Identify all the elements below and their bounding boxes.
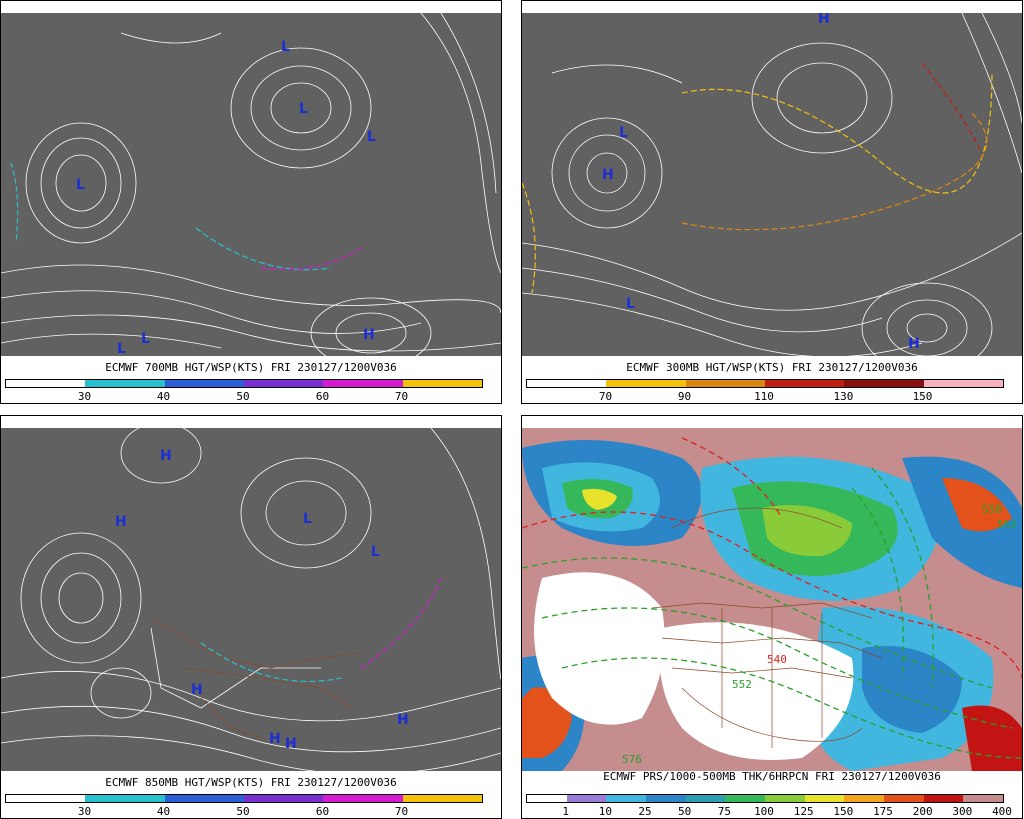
- legend-tick: 150: [833, 805, 854, 818]
- thickness-label: 576: [622, 753, 642, 766]
- legend-tick: 30: [77, 805, 92, 818]
- high-marker: H: [160, 448, 172, 464]
- color-legend: [5, 379, 483, 388]
- legend-ticks: 1 10 25 50 75 100 125 150 175 200 300 40…: [526, 805, 1012, 818]
- panel-precip-thickness: 540 552 576 558 552 ECMWF PRS/1000-500MB…: [521, 415, 1023, 819]
- legend-tick: 130: [833, 390, 854, 403]
- legend-tick: 40: [156, 805, 171, 818]
- panel-300mb: H L L H H ECMWF 300MB HGT/WSP(KTS) FRI 2…: [521, 0, 1023, 404]
- low-marker: L: [367, 129, 376, 145]
- legend-tick: 300: [952, 805, 973, 818]
- thickness-label: 540: [767, 653, 787, 666]
- high-marker: H: [285, 736, 297, 752]
- legend-ticks: 30 40 50 60 70: [5, 805, 481, 818]
- low-marker: L: [619, 125, 628, 141]
- legend-tick: 70: [394, 805, 409, 818]
- color-legend: [526, 379, 1004, 388]
- legend-tick: 125: [793, 805, 814, 818]
- high-marker: H: [269, 731, 281, 747]
- legend-tick: 75: [717, 805, 731, 818]
- wind-map-700mb: L L L L L L H: [1, 13, 501, 356]
- wind-map-300mb: H L L H H: [522, 13, 1022, 356]
- legend-tick: 25: [638, 805, 652, 818]
- high-marker: H: [818, 13, 830, 27]
- legend-tick: 30: [77, 390, 92, 403]
- map-caption: ECMWF PRS/1000-500MB THK/6HRPCN FRI 2301…: [603, 770, 941, 783]
- thickness-label: 552: [732, 678, 752, 691]
- thickness-label: 558: [982, 503, 1002, 516]
- legend-ticks: 30 40 50 60 70: [5, 390, 481, 403]
- legend-ticks: 70 90 110 130 150: [526, 390, 1002, 403]
- high-marker: H: [115, 514, 127, 530]
- low-marker: L: [281, 39, 290, 55]
- low-marker: L: [371, 544, 380, 560]
- legend-tick: 90: [677, 390, 692, 403]
- legend-tick: 10: [598, 805, 612, 818]
- low-marker: L: [626, 296, 635, 312]
- map-caption: ECMWF 300MB HGT/WSP(KTS) FRI 230127/1200…: [626, 361, 918, 374]
- legend-tick: 175: [873, 805, 893, 818]
- high-marker: H: [397, 712, 409, 728]
- wind-map-850mb: H H L L H H H H: [1, 428, 501, 771]
- legend-tick: 60: [315, 805, 330, 818]
- low-marker: L: [299, 101, 308, 117]
- legend-tick: 50: [236, 390, 250, 403]
- map-caption: ECMWF 700MB HGT/WSP(KTS) FRI 230127/1200…: [105, 361, 397, 374]
- high-marker: H: [908, 336, 920, 352]
- legend-tick: 60: [315, 390, 330, 403]
- high-marker: H: [602, 167, 614, 183]
- thickness-label: 552: [997, 518, 1017, 531]
- panel-700mb: L L L L L L H ECMWF 700MB HGT/WSP(KTS) F…: [0, 0, 502, 404]
- low-marker: L: [117, 341, 126, 356]
- legend-tick: 100: [754, 805, 774, 818]
- legend-tick: 70: [394, 390, 409, 403]
- map-caption: ECMWF 850MB HGT/WSP(KTS) FRI 230127/1200…: [105, 776, 397, 789]
- low-marker: L: [303, 511, 312, 527]
- legend-tick: 150: [912, 390, 933, 403]
- panel-850mb: H H L L H H H H ECMWF 850MB HGT/WSP(KTS)…: [0, 415, 502, 819]
- low-marker: L: [76, 177, 85, 193]
- legend-tick: 50: [236, 805, 250, 818]
- high-marker: H: [363, 327, 375, 343]
- legend-tick: 50: [678, 805, 692, 818]
- precip-thickness-map: 540 552 576 558 552: [522, 428, 1022, 771]
- high-marker: H: [191, 682, 203, 698]
- legend-tick: 1: [562, 805, 569, 818]
- low-marker: L: [141, 331, 150, 347]
- legend-tick: 110: [754, 390, 774, 403]
- legend-tick: 400: [992, 805, 1012, 818]
- legend-tick: 200: [912, 805, 933, 818]
- color-legend: [526, 794, 1004, 803]
- legend-tick: 40: [156, 390, 171, 403]
- legend-tick: 70: [598, 390, 613, 403]
- color-legend: [5, 794, 483, 803]
